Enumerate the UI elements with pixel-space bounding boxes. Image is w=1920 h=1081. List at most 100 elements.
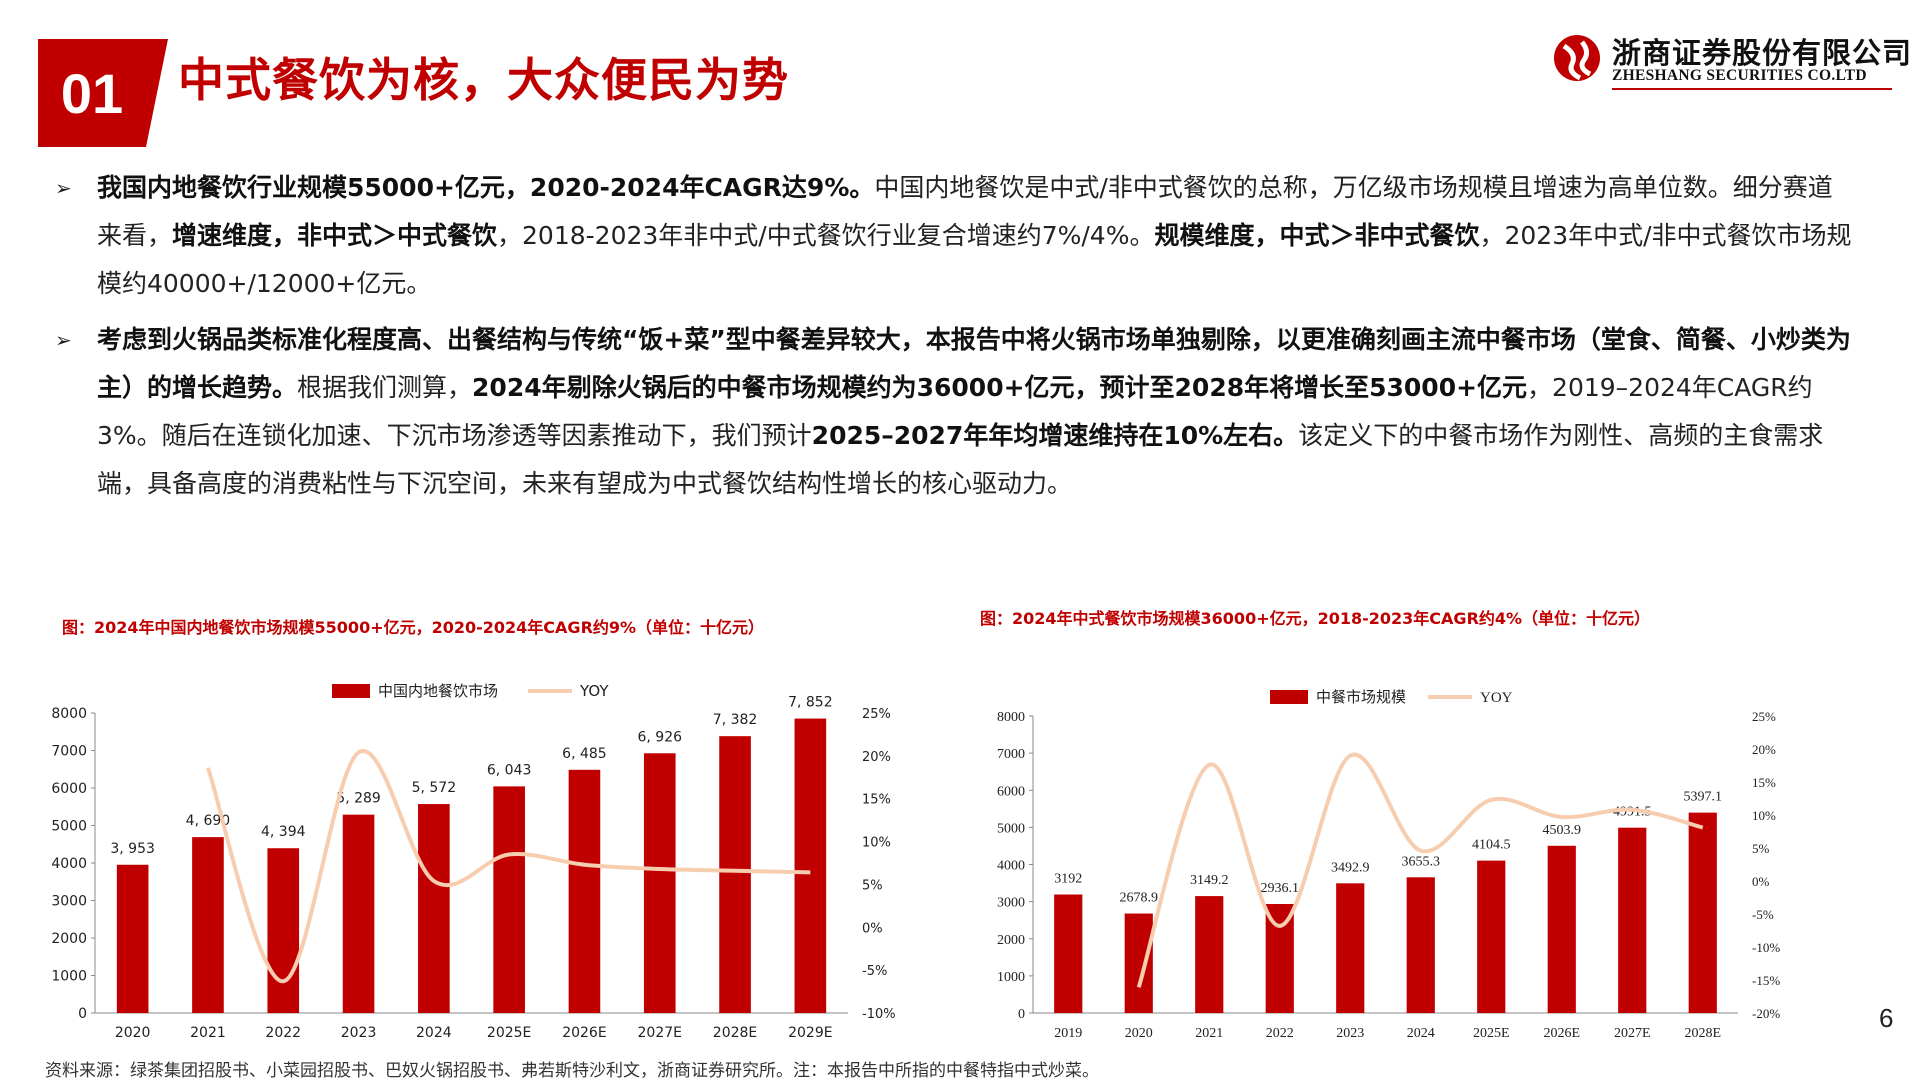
x-tick-label: 2026E [562,1025,606,1041]
bar [719,736,751,1013]
bullet-bold-text: 我国内地餐饮行业规模55000+亿元，2020-2024年CAGR达9%。 [97,173,874,202]
chart-1-title: 图：2024年中国内地餐饮市场规模55000+亿元，2020-2024年CAGR… [62,614,764,638]
bar [117,865,149,1013]
y2-tick-label: 10% [1752,808,1776,823]
company-name-cn: 浙商证券股份有限公司 [1612,30,1912,72]
x-tick-label: 2026E [1543,1026,1580,1041]
company-logo: 浙商证券股份有限公司 ZHESHANG SECURITIES CO.LTD [1552,28,1892,92]
bullet-bold-text: 增速维度，非中式＞中式餐饮 [172,221,497,250]
section-number: 01 [61,61,123,126]
bar [1125,914,1153,1013]
bar-data-label: 3, 953 [110,841,155,857]
y-tick-label: 2000 [51,931,87,947]
x-tick-label: 2029E [788,1025,832,1041]
x-tick-label: 2022 [1266,1026,1294,1041]
bullet-text: 根据我们测算， [297,373,472,402]
y2-tick-label: 20% [1752,742,1776,757]
bar-data-label: 7, 852 [788,695,833,711]
bar [1477,861,1505,1013]
bar-data-label: 5, 572 [412,780,457,796]
bar [1618,828,1646,1013]
bar-data-label: 2678.9 [1120,891,1159,906]
bullet-item: ➢考虑到火锅品类标准化程度高、出餐结构与传统“饭+菜”型中餐差异较大，本报告中将… [55,316,1855,508]
x-tick-label: 2020 [1125,1026,1153,1041]
y-tick-label: 8000 [997,710,1025,725]
bullet-bold-text: 2024年剔除火锅后的中餐市场规模约为36000+亿元，预计至2028年将增长至… [472,373,1527,402]
page-number: 6 [1879,1003,1893,1034]
bar [1407,877,1435,1013]
chart-2-title: 图：2024年中式餐饮市场规模36000+亿元，2018-2023年CAGR约4… [980,605,1650,629]
x-tick-label: 2023 [1336,1026,1364,1041]
x-tick-label: 2025E [1473,1026,1510,1041]
y2-tick-label: 0% [1752,874,1770,889]
legend-line-label: YOY [1480,690,1513,706]
x-tick-label: 2025E [487,1025,531,1041]
x-tick-label: 2021 [1195,1026,1223,1041]
y2-tick-label: -15% [1752,973,1780,988]
x-tick-label: 2028E [1684,1026,1721,1041]
company-name-en: ZHESHANG SECURITIES CO.LTD [1612,67,1867,85]
x-tick-label: 2028E [713,1025,757,1041]
legend-bar-swatch [332,684,370,698]
y-tick-label: 5000 [997,821,1025,836]
bar [343,815,375,1013]
section-number-badge: 01 [38,39,146,147]
y2-tick-label: 20% [862,750,891,765]
bar-data-label: 3655.3 [1402,854,1441,869]
bar [493,786,525,1013]
y-tick-label: 7000 [51,744,87,760]
bar [569,770,601,1013]
bar [1548,846,1576,1013]
y2-tick-label: 0% [862,921,883,936]
bar [795,719,827,1013]
y2-tick-label: -10% [862,1007,896,1022]
x-tick-label: 2021 [190,1025,226,1041]
bar-data-label: 3492.9 [1331,860,1370,875]
chart-2-chinese-cuisine: 010002000300040005000600070008000-20%-15… [970,660,1850,1050]
bar [418,804,450,1013]
bar-data-label: 6, 926 [637,729,682,745]
y-tick-label: 2000 [997,933,1025,948]
bullet-list: ➢我国内地餐饮行业规模55000+亿元，2020-2024年CAGR达9%。中国… [55,164,1855,516]
y2-tick-label: -5% [1752,907,1774,922]
bar-data-label: 2936.1 [1261,881,1300,896]
legend-bar-swatch [1270,690,1308,704]
source-note: 资料来源：绿茶集团招股书、小菜园招股书、巴奴火锅招股书、弗若斯特沙利文，浙商证券… [45,1056,1099,1081]
legend-bar-label: 中国内地餐饮市场 [378,682,498,700]
x-tick-label: 2024 [1407,1026,1435,1041]
y2-tick-label: -10% [1752,940,1780,955]
y2-tick-label: 5% [862,878,883,893]
bar-data-label: 6, 485 [562,746,607,762]
x-tick-label: 2020 [115,1025,151,1041]
y-tick-label: 5000 [51,819,87,835]
bar-data-label: 4503.9 [1543,823,1582,838]
x-tick-label: 2023 [341,1025,377,1041]
bar [1054,894,1082,1013]
bar-data-label: 7, 382 [713,712,758,728]
legend-bar-label: 中餐市场规模 [1316,689,1406,706]
zheshang-logo-icon [1552,32,1602,88]
x-tick-label: 2027E [1614,1026,1651,1041]
y-tick-label: 7000 [997,747,1025,762]
x-tick-label: 2024 [416,1025,452,1041]
y-tick-label: 8000 [51,706,87,722]
y2-tick-label: 5% [1752,841,1770,856]
bar-data-label: 5397.1 [1684,790,1723,805]
x-tick-label: 2022 [265,1025,301,1041]
y2-tick-label: -20% [1752,1006,1780,1021]
x-tick-label: 2027E [638,1025,682,1041]
bar-data-label: 6, 043 [487,762,532,778]
y-tick-label: 0 [78,1006,87,1022]
bar [267,848,299,1013]
y-tick-label: 4000 [51,856,87,872]
y-tick-label: 6000 [51,781,87,797]
y-tick-label: 1000 [997,970,1025,985]
bar [1195,896,1223,1013]
y2-tick-label: -5% [862,964,887,979]
y-tick-label: 3000 [51,894,87,910]
bar [192,837,224,1013]
y-tick-label: 3000 [997,896,1025,911]
bar-data-label: 4104.5 [1472,838,1511,853]
bar [1336,883,1364,1013]
chart-1-market-size: 010002000300040005000600070008000-10%-5%… [40,660,930,1050]
